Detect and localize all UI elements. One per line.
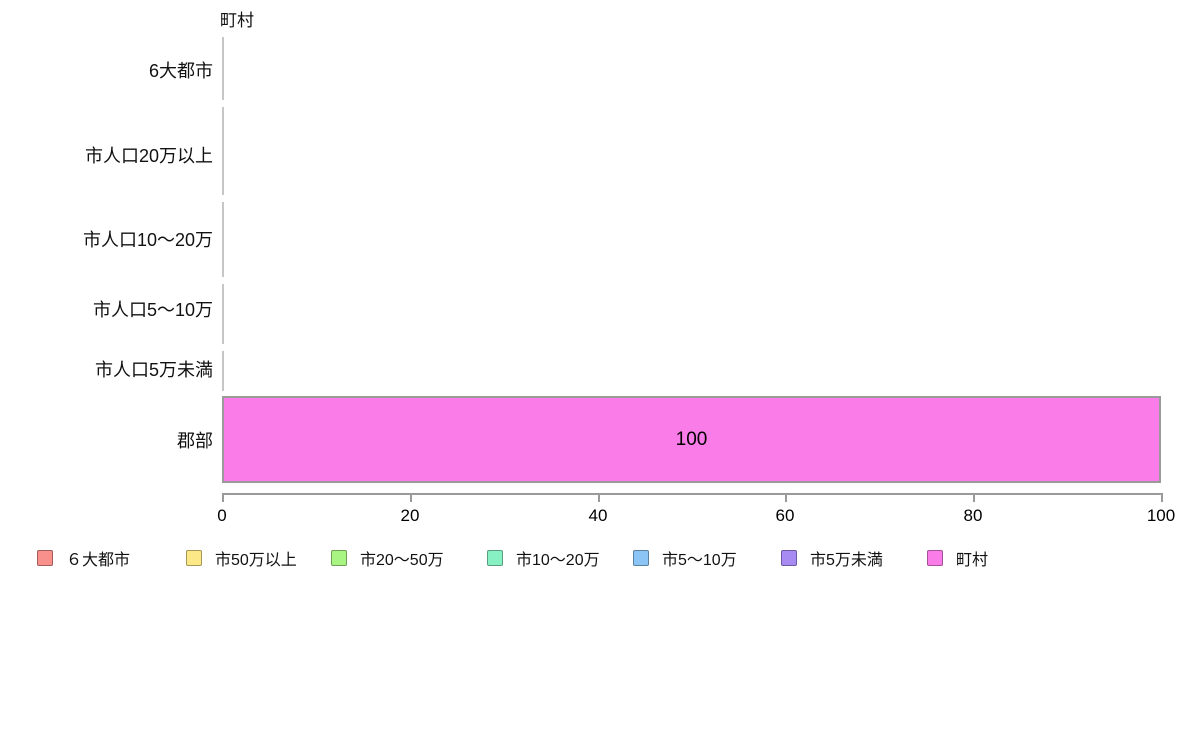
legend-label: 市10〜20万 [516,552,600,569]
legend-item: 市5〜10万 [633,549,737,569]
legend-swatch-icon [927,550,943,566]
legend-swatch-icon [331,550,347,566]
chart-title: 町村 [220,11,254,30]
y-axis-label: 6大都市 [148,61,213,81]
legend-swatch-icon [487,550,503,566]
legend-label: 市5万未満 [810,552,883,569]
y-axis-label: 市人口10〜20万 [82,230,213,250]
y-axis-segment [222,351,224,391]
y-axis-segment [222,107,224,195]
legend-item: 市10〜20万 [487,549,600,569]
legend-item: ６大都市 [37,549,131,569]
x-axis-tick [1161,495,1163,502]
y-axis-segment [222,202,224,277]
y-axis-label: 郡部 [177,431,213,451]
x-axis-tick [598,495,600,502]
legend-swatch-icon [37,550,53,566]
legend-item: 市20〜50万 [331,549,444,569]
y-axis-segment [222,284,224,344]
legend-label: 市50万以上 [215,552,297,569]
bar: 100 [222,396,1161,483]
x-axis-tick-label: 100 [1146,506,1176,525]
x-axis-tick [973,495,975,502]
x-axis-tick [785,495,787,502]
legend-label: ６大都市 [66,552,131,569]
legend-swatch-icon [633,550,649,566]
y-axis-label: 市人口20万以上 [84,146,213,166]
y-axis-label: 市人口5万未満 [94,360,213,380]
x-axis-line [222,493,1163,495]
x-axis-tick-label: 80 [963,506,983,525]
legend-item: 町村 [927,549,989,569]
y-axis-segment [222,37,224,100]
legend-item: 市5万未満 [781,549,883,569]
bar-value-label: 100 [675,428,708,450]
x-axis-tick [222,495,224,502]
legend-label: 町村 [956,552,989,569]
legend-item: 市50万以上 [186,549,297,569]
legend-label: 市5〜10万 [662,552,737,569]
y-axis-label: 市人口5〜10万 [92,300,213,320]
legend-swatch-icon [781,550,797,566]
x-axis-tick-label: 40 [588,506,608,525]
legend-label: 市20〜50万 [360,552,444,569]
legend-swatch-icon [186,550,202,566]
x-axis-tick-label: 60 [775,506,795,525]
x-axis-tick-label: 0 [217,506,227,525]
x-axis-tick-label: 20 [400,506,420,525]
x-axis-tick [410,495,412,502]
